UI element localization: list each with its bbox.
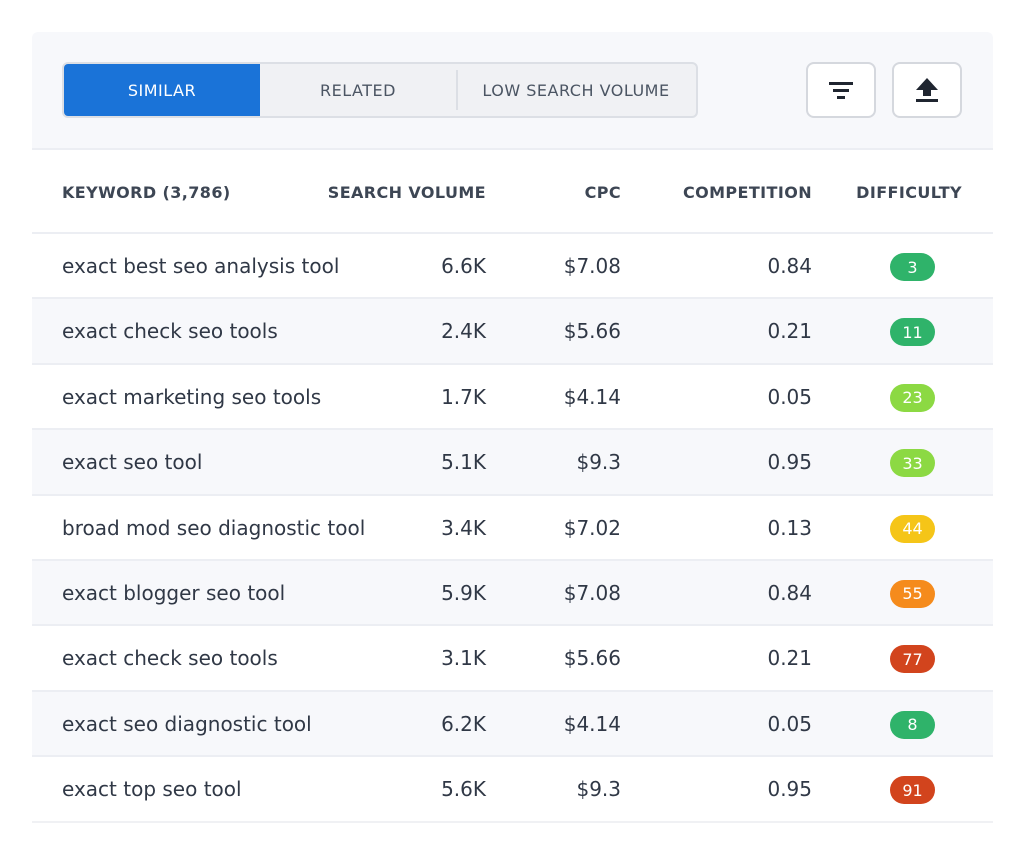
table-row[interactable]: exact best seo analysis tool 6.6K $7.08 0.8… <box>32 234 993 300</box>
keyword-cell: exact seo tool <box>62 450 203 475</box>
filter-icon <box>829 82 853 99</box>
search-volume-cell: 5.9K <box>441 580 486 605</box>
cpc-cell: $9.3 <box>576 450 621 475</box>
tab-related[interactable]: RELATED <box>320 80 396 100</box>
difficulty-badge: 11 <box>890 318 935 347</box>
keyword-panel: SIMILAR RELATED LOW SEARCH VOLUME KEYWOR… <box>32 32 993 823</box>
header-cpc[interactable]: CPC <box>584 183 621 202</box>
competition-cell: 0.21 <box>767 319 812 344</box>
cpc-cell: $5.66 <box>563 319 621 344</box>
tab-group: SIMILAR RELATED LOW SEARCH VOLUME <box>62 62 698 118</box>
keyword-cell: exact seo diagnostic tool <box>62 711 312 736</box>
table-row[interactable]: broad mod seo diagnostic tool 3.4K $7.02 0.… <box>32 496 993 561</box>
table-row[interactable]: exact seo diagnostic tool 6.2K $4.14 0.05 8 <box>32 691 993 758</box>
competition-cell: 0.95 <box>767 450 812 475</box>
export-button[interactable] <box>892 62 962 118</box>
toolbar: SIMILAR RELATED LOW SEARCH VOLUME <box>32 32 993 150</box>
difficulty-badge: 55 <box>890 579 935 608</box>
header-difficulty[interactable]: DIFFICULTY <box>856 183 962 202</box>
difficulty-badge: 8 <box>890 710 935 739</box>
header-keyword[interactable]: KEYWORD (3,786) <box>62 183 231 202</box>
table-row[interactable]: exact check seo tools 2.4K $5.66 0.21 11 <box>32 299 993 365</box>
table-row[interactable]: exact check seo tools 3.1K $5.66 0.21 77 <box>32 626 993 692</box>
search-volume-cell: 5.6K <box>441 777 486 802</box>
search-volume-cell: 2.4K <box>441 319 486 344</box>
table-row[interactable]: exact marketing seo tools 1.7K $4.14 0.05 23 <box>32 365 993 431</box>
table-row[interactable]: exact top seo tool 5.6K $9.3 0.95 91 <box>32 757 993 823</box>
search-volume-cell: 1.7K <box>441 384 486 409</box>
search-volume-cell: 6.6K <box>441 254 486 278</box>
keyword-cell: exact marketing seo tools <box>62 384 322 409</box>
table-header: KEYWORD (3,786) SEARCH VOLUME CPC COMPET… <box>32 152 993 234</box>
difficulty-badge: 77 <box>890 645 935 674</box>
table-body: exact best seo analysis tool 6.6K $7.08 0.8… <box>32 234 993 823</box>
cpc-cell: $7.02 <box>563 515 621 540</box>
competition-cell: 0.05 <box>767 384 812 409</box>
difficulty-badge: 23 <box>890 383 935 412</box>
search-volume-cell: 3.1K <box>441 646 486 671</box>
tab-low-search-volume[interactable]: LOW SEARCH VOLUME <box>456 64 696 116</box>
keyword-cell: exact top seo tool <box>62 777 242 802</box>
table-row[interactable]: exact blogger seo tool 5.9K $7.08 0.84 55 <box>32 560 993 627</box>
competition-cell: 0.21 <box>767 646 812 671</box>
difficulty-badge: 44 <box>890 514 935 543</box>
competition-cell: 0.13 <box>767 515 812 540</box>
header-competition[interactable]: COMPETITION <box>682 183 812 202</box>
cpc-cell: $5.66 <box>563 646 621 671</box>
search-volume-cell: 5.1K <box>441 450 486 475</box>
header-search-volume[interactable]: SEARCH VOLUME <box>327 183 486 202</box>
difficulty-badge: 91 <box>890 776 935 805</box>
cpc-cell: $4.14 <box>563 384 621 409</box>
table-row[interactable]: exact seo tool 5.1K $9.3 0.95 33 <box>32 430 993 496</box>
competition-cell: 0.84 <box>767 580 812 605</box>
search-volume-cell: 6.2K <box>441 711 486 736</box>
cpc-cell: $9.3 <box>576 777 621 802</box>
competition-cell: 0.05 <box>767 711 812 736</box>
search-volume-cell: 3.4K <box>441 515 486 540</box>
keyword-cell: exact check seo tools <box>62 319 278 344</box>
cpc-cell: $7.08 <box>563 580 621 605</box>
difficulty-badge: 33 <box>890 449 935 478</box>
tab-similar[interactable]: SIMILAR <box>64 64 260 116</box>
upload-icon <box>916 78 938 102</box>
difficulty-badge: 3 <box>890 253 935 281</box>
filter-button[interactable] <box>806 62 876 118</box>
keyword-cell: exact blogger seo tool <box>62 580 286 605</box>
competition-cell: 0.84 <box>767 254 812 278</box>
competition-cell: 0.95 <box>767 777 812 802</box>
keyword-cell: broad mod seo diagnostic tool <box>62 515 366 540</box>
keyword-cell: exact check seo tools <box>62 646 278 671</box>
cpc-cell: $4.14 <box>563 711 621 736</box>
keyword-cell: exact best seo analysis tool <box>62 254 340 278</box>
cpc-cell: $7.08 <box>563 254 621 278</box>
